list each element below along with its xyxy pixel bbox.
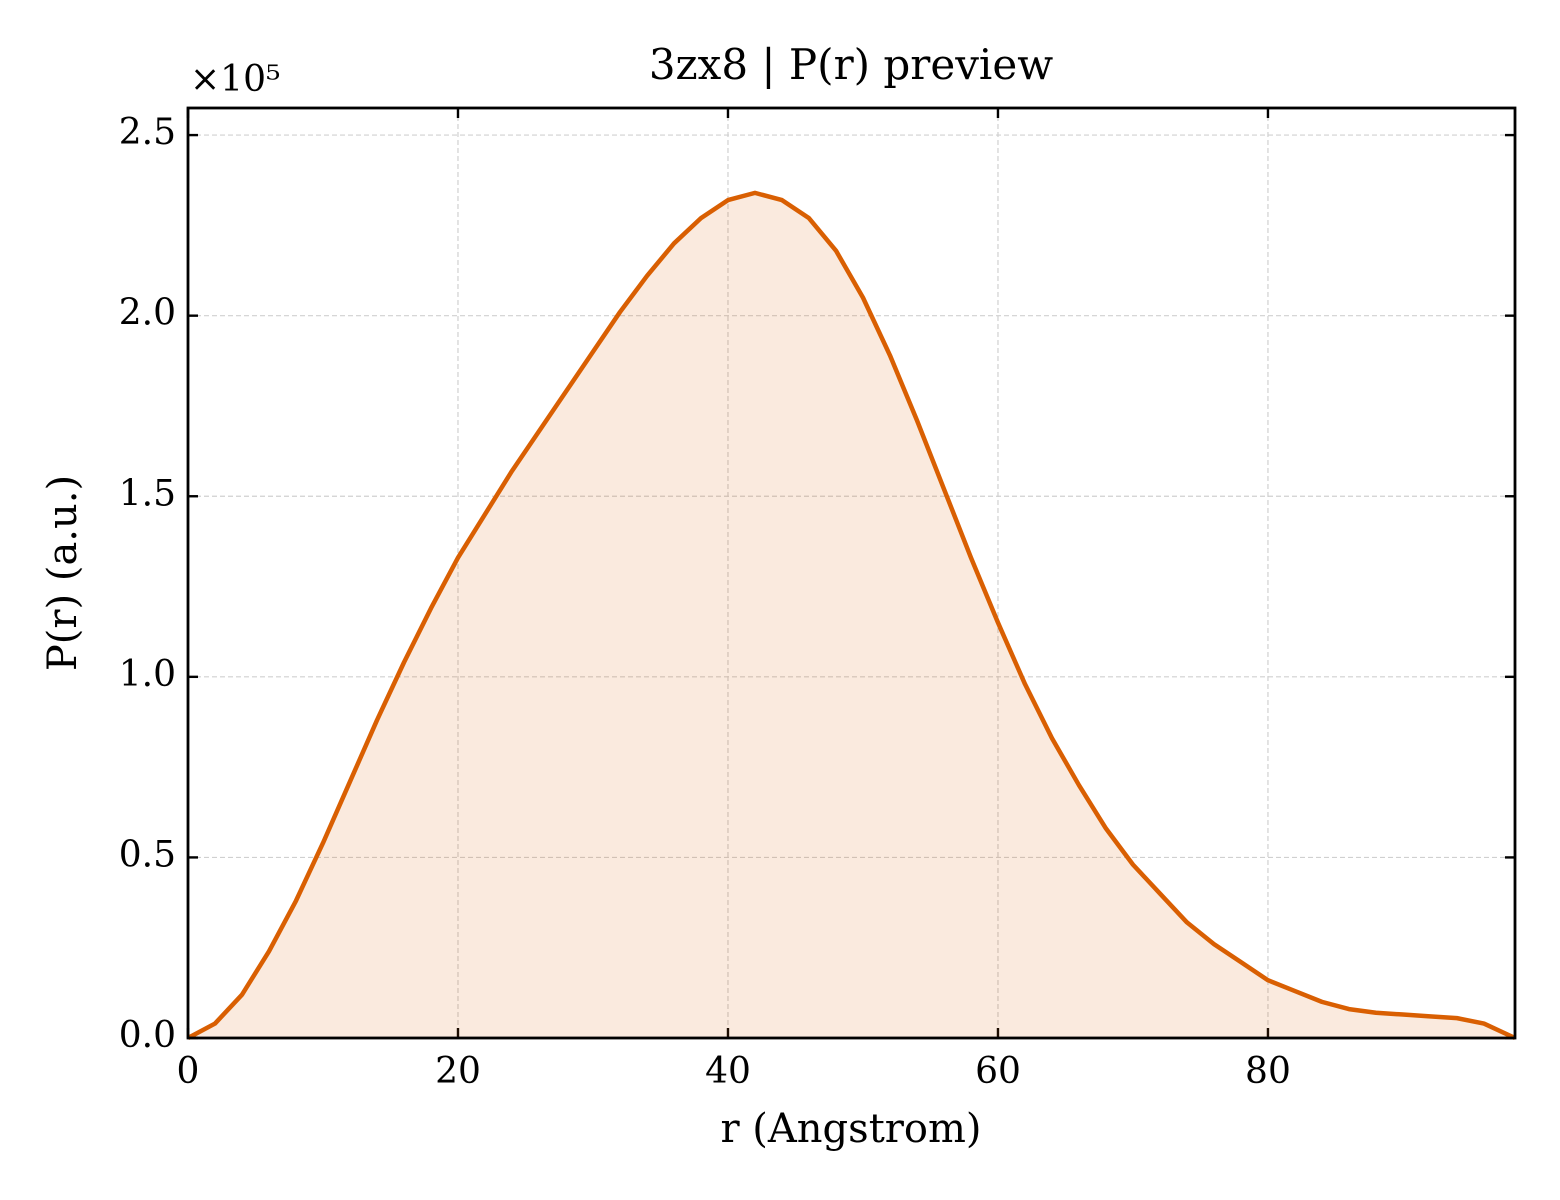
y-tick-label: 2.0 [119,293,176,334]
plot-frame [186,106,1517,1040]
x-tick-label: 0 [177,1051,200,1092]
x-tick-label: 60 [975,1051,1021,1092]
y-tick-label: 1.5 [119,473,176,514]
y-tick-label: 0.5 [119,834,176,875]
y-tick-label: 0.0 [119,1015,176,1056]
y-offset-label: ×10⁵ [190,59,280,100]
line [186,190,1516,1041]
y-tick-label: 1.0 [119,654,176,695]
chart-title: 3zx8 | P(r) preview [649,40,1053,89]
x-tick-label: 80 [1245,1051,1291,1092]
y-axis-label: P(r) (a.u.) [40,475,86,671]
x-axis-label: r (Angstrom) [720,1106,981,1152]
x-tick-label: 20 [435,1051,481,1092]
x-tick-label: 40 [705,1051,751,1092]
y-tick-label: 2.5 [119,112,176,153]
area [188,192,1515,1038]
